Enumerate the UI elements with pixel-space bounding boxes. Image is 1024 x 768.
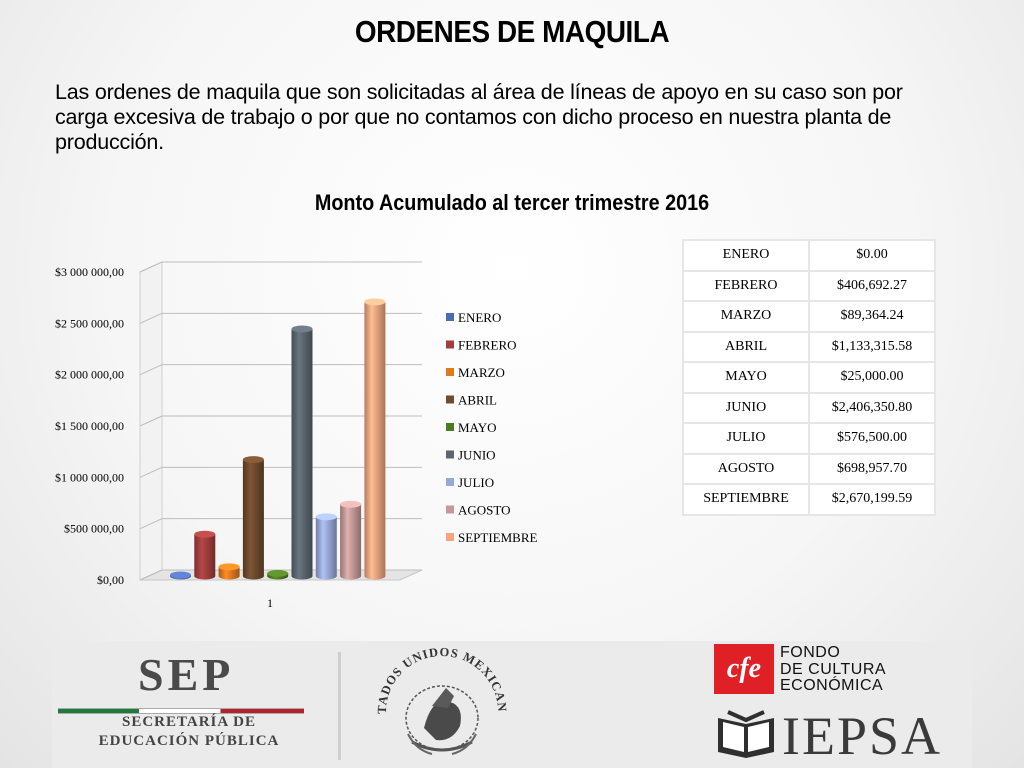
bar-top-febrero <box>194 530 216 538</box>
fce-line-1: FONDO <box>780 644 841 661</box>
book-icon <box>718 710 774 758</box>
table-row: ENERO $0.00 <box>682 239 936 272</box>
legend-swatch <box>446 533 454 541</box>
fce-line-2: DE CULTURA <box>780 660 887 678</box>
amounts-table: ENERO $0.00 FEBRERO $406,692.27 MARZO $89,364… <box>682 239 936 516</box>
bar-chart: $0,00 $500 000,00 $1 000 000,00 $1 500 000,… <box>55 261 538 610</box>
sep-subtitle-line2: EDUCACIÓN PÚBLICA <box>98 733 280 749</box>
gridline-side <box>139 569 163 581</box>
amount-cell: $89,364.24 <box>808 300 936 333</box>
month-cell: ABRIL <box>682 330 810 363</box>
bar-julio <box>315 516 337 580</box>
month-cell: FEBRERO <box>682 269 810 302</box>
month-cell: ENERO <box>682 239 810 272</box>
gridline-side <box>139 518 163 530</box>
table-row: JUNIO $2,406,350.80 <box>682 391 936 424</box>
bar-top-julio <box>315 513 337 521</box>
table-row: FEBRERO $406,692.27 <box>682 269 936 302</box>
fce-line-3: ECONÓMICA <box>780 677 884 694</box>
gridline-side <box>139 466 163 478</box>
amount-cell: $698,957.70 <box>808 452 936 485</box>
x-tick-label: 1 <box>267 596 273 610</box>
bar-top-agosto <box>340 500 362 508</box>
footer-banner <box>52 641 972 768</box>
bar-febrero <box>194 534 216 580</box>
bar-top-junio <box>291 325 313 333</box>
bar-septiembre <box>364 301 386 580</box>
legend-swatch <box>446 450 454 459</box>
intro-paragraph: Las ordenes de maquila que son solicitad… <box>55 80 903 154</box>
sep-logo: SEP SECRETARÍA DE EDUCACIÓN PÚBLICA <box>54 648 324 763</box>
month-cell: MARZO <box>682 300 810 333</box>
legend-label: ENERO <box>458 310 501 325</box>
bar-abril <box>242 459 264 580</box>
legend-swatch <box>446 478 454 486</box>
bar-top-marzo <box>218 563 240 571</box>
legend-label: AGOSTO <box>458 503 511 518</box>
y-tick-label: $2 000 000,00 <box>55 368 124 382</box>
y-tick-label: $1 000 000,00 <box>55 470 124 484</box>
amount-cell: $1,133,315.58 <box>808 330 936 363</box>
legend-swatch <box>446 368 454 376</box>
national-seal-icon: ESTADOS UNIDOS MEXICANOS <box>372 646 508 755</box>
amount-cell: $406,692.27 <box>808 269 936 302</box>
y-tick-label: $500 000,00 <box>64 522 124 536</box>
y-tick-label: $0,00 <box>97 573 124 587</box>
amount-cell: $2,670,199.59 <box>808 483 936 516</box>
table-row: MARZO $89,364.24 <box>682 300 936 333</box>
legend-swatch <box>446 505 454 514</box>
month-cell: AGOSTO <box>682 452 810 485</box>
amount-cell: $25,000.00 <box>808 361 936 394</box>
slide-title: ORDENES DE MAQUILA <box>354 14 670 49</box>
amount-cell: $576,500.00 <box>808 422 936 455</box>
legend-label: MAYO <box>458 420 497 435</box>
y-tick-label: $1 500 000,00 <box>55 419 124 433</box>
bar-agosto <box>340 504 362 580</box>
bar-marzo <box>218 566 240 580</box>
legend-swatch <box>446 340 454 349</box>
legend-swatch <box>446 423 454 431</box>
gridline-side <box>139 415 163 427</box>
legend-label: FEBRERO <box>458 338 517 353</box>
legend-label: JUNIO <box>458 448 496 463</box>
table-row: AGOSTO $698,957.70 <box>682 452 936 485</box>
amount-cell: $2,406,350.80 <box>808 391 936 424</box>
bar-top-septiembre <box>364 298 386 306</box>
gridline-side <box>139 312 163 324</box>
sep-acronym: SEP <box>138 649 235 700</box>
iepsa-wordmark: IEPSA <box>782 706 943 766</box>
sep-subtitle-line1: SECRETARÍA DE <box>121 714 256 730</box>
table-row: JULIO $576,500.00 <box>682 422 936 455</box>
fce-mark-icon: cfe <box>714 644 774 694</box>
table-row: MAYO $25,000.00 <box>682 361 936 394</box>
table-row: SEPTIEMBRE $2,670,199.59 <box>682 483 936 516</box>
y-tick-label: $2 500 000,00 <box>55 316 124 330</box>
chart-title: Monto Acumulado al tercer trimestre 2016 <box>314 190 710 215</box>
month-cell: SEPTIEMBRE <box>682 483 810 516</box>
legend-label: MARZO <box>458 365 505 380</box>
footer-divider <box>338 652 341 760</box>
month-cell: JULIO <box>682 422 810 455</box>
month-cell: MAYO <box>682 361 810 394</box>
amount-cell: $0.00 <box>808 239 936 272</box>
month-cell: JUNIO <box>682 391 810 424</box>
legend-swatch <box>446 395 454 404</box>
legend-swatch <box>446 313 454 321</box>
bar-top-abril <box>242 456 264 464</box>
gridline-side <box>139 261 163 273</box>
table-row: ABRIL $1,133,315.58 <box>682 330 936 363</box>
legend-label: JULIO <box>458 475 494 490</box>
bar-top-enero <box>170 571 191 579</box>
legend-label: SEPTIEMBRE <box>458 530 538 545</box>
bar-junio <box>291 328 313 580</box>
y-tick-label: $3 000 000,00 <box>55 265 124 279</box>
gridline-side <box>139 364 163 376</box>
bar-top-mayo <box>267 569 289 577</box>
sep-flag-line <box>58 708 304 714</box>
legend-label: ABRIL <box>458 393 497 408</box>
